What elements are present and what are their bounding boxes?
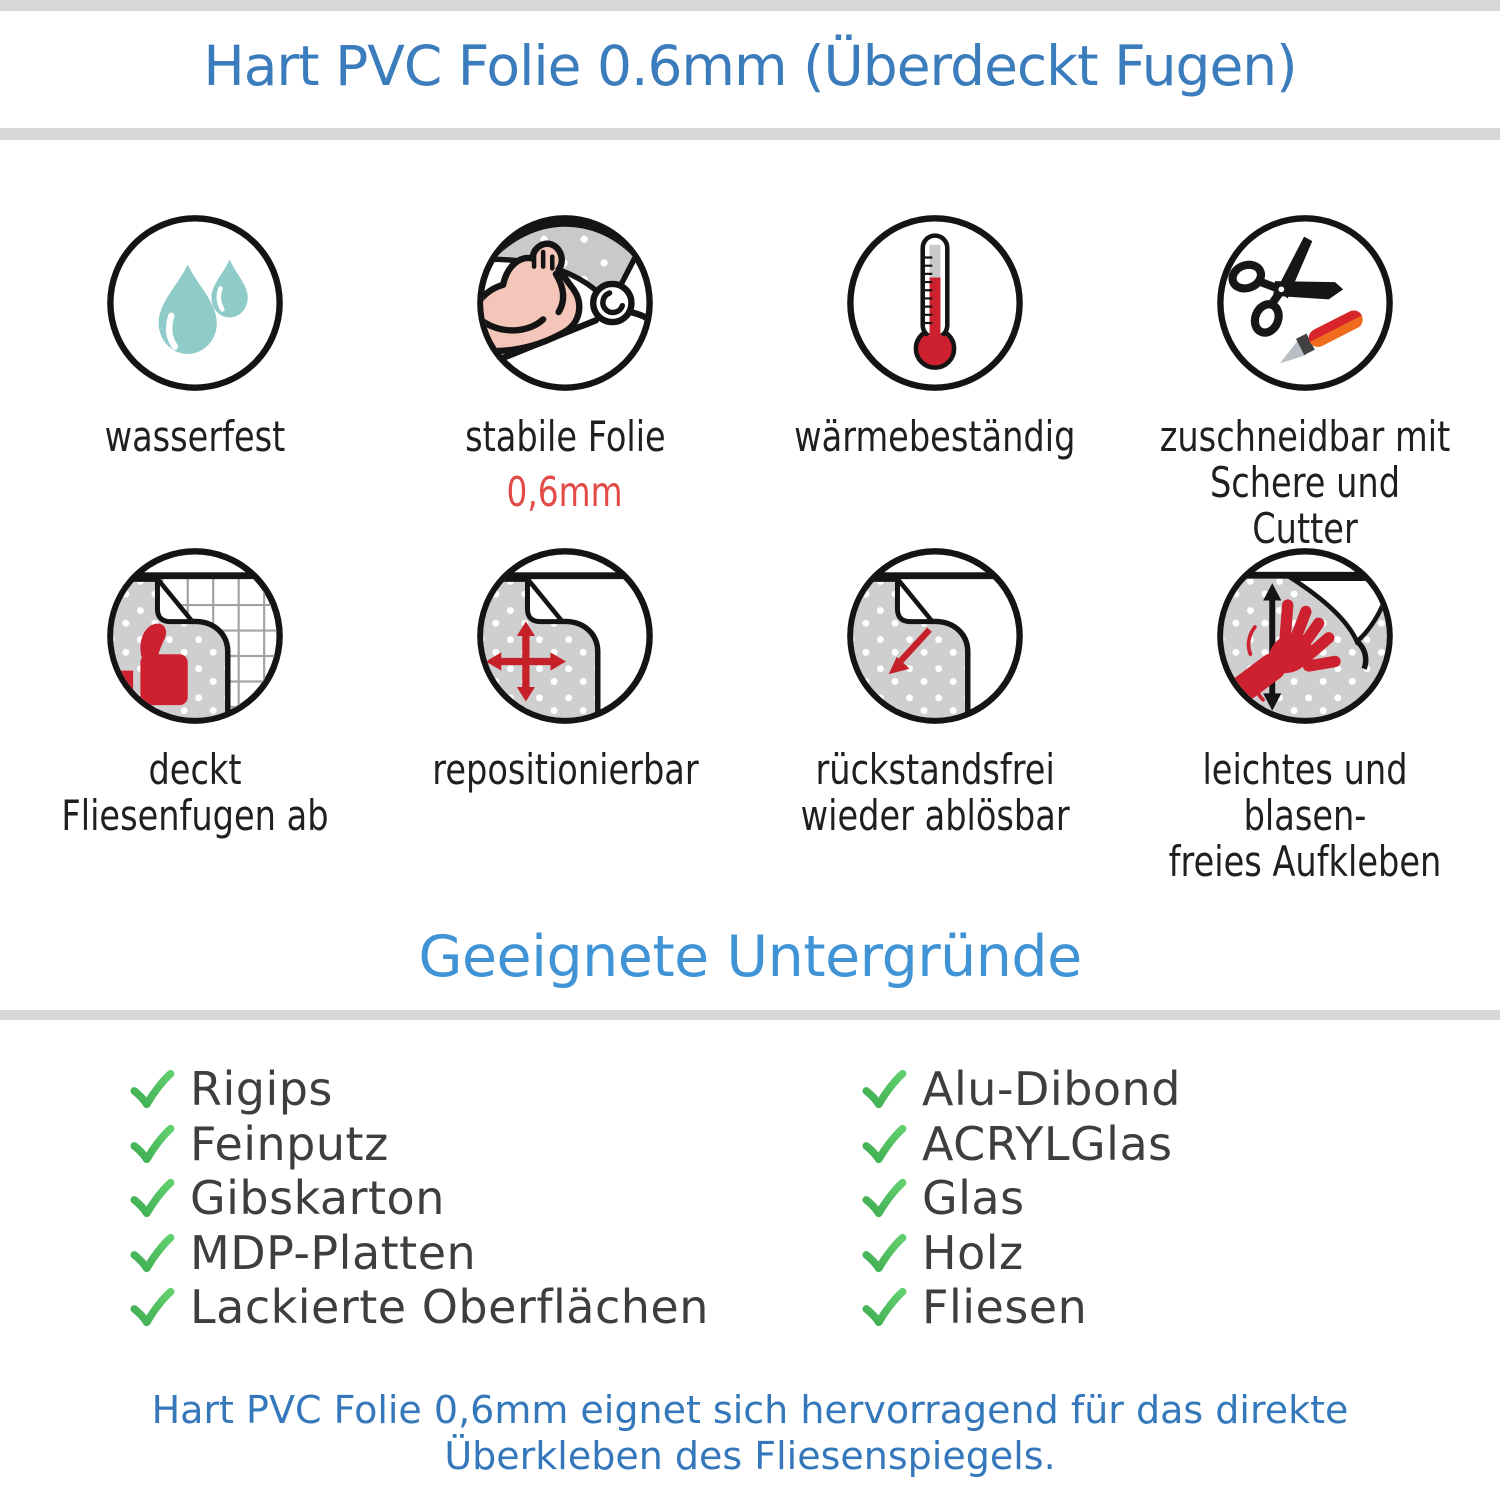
footer-note: Hart PVC Folie 0,6mm eignet sich hervorr… xyxy=(0,1387,1500,1479)
list-item: Glas xyxy=(860,1171,1181,1226)
feature-wasserfest: wasserfest xyxy=(82,212,308,552)
list-item: Holz xyxy=(860,1226,1181,1281)
page-title: Hart PVC Folie 0.6mm (Überdeckt Fugen) xyxy=(203,34,1297,98)
check-icon xyxy=(862,1070,907,1109)
substrate-list-right: Alu-Dibond ACRYLGlas Glas Holz Fliesen xyxy=(860,1062,1181,1335)
feature-caption: repositionierbar xyxy=(431,745,699,794)
list-item: Rigips xyxy=(128,1062,709,1117)
check-icon xyxy=(130,1070,175,1109)
check-icon xyxy=(130,1124,175,1163)
divider-bar-section xyxy=(0,1010,1500,1020)
check-icon xyxy=(862,1233,907,1272)
feature-caption: leichtes und blasen- freies Aufkleben xyxy=(1168,745,1442,886)
hand-smoothing-icon xyxy=(1214,545,1396,727)
feature-row-1: wasserfest xyxy=(10,212,1490,552)
feature-zuschneidbar: zuschneidbar mit Schere und Cutter xyxy=(1120,212,1490,552)
feature-caption: wärmebeständig xyxy=(794,412,1076,461)
peel-off-arrow-icon xyxy=(844,545,1026,727)
substrate-list-left: Rigips Feinputz Gibskarton MDP-Platten L… xyxy=(128,1062,709,1335)
feature-caption: stabile Folie xyxy=(464,412,666,461)
check-icon xyxy=(862,1288,907,1327)
divider-bar-top xyxy=(0,0,1500,11)
list-item: Feinputz xyxy=(128,1117,709,1172)
feature-repositionierbar: repositionierbar xyxy=(399,545,732,885)
feature-caption: wasserfest xyxy=(104,412,286,461)
list-item: Lackierte Oberflächen xyxy=(128,1280,709,1335)
check-icon xyxy=(130,1179,175,1218)
feature-row-2: deckt Fliesenfugen ab xyxy=(10,545,1490,885)
check-icon xyxy=(130,1288,175,1327)
feature-caption: zuschneidbar mit Schere und Cutter xyxy=(1159,412,1451,553)
feature-caption: rückstandsfrei wieder ablösbar xyxy=(800,745,1070,840)
scissors-cutter-icon xyxy=(1214,212,1396,394)
list-item: Fliesen xyxy=(860,1280,1181,1335)
thickness-note: 0,6mm xyxy=(506,468,624,516)
list-item: MDP-Platten xyxy=(128,1226,709,1281)
section-title: Geeignete Untergründe xyxy=(418,924,1082,990)
footer-line-1: Hart PVC Folie 0,6mm eignet sich hervorr… xyxy=(151,1388,1349,1432)
move-arrows-icon xyxy=(474,545,656,727)
list-item: Alu-Dibond xyxy=(860,1062,1181,1117)
thermometer-icon xyxy=(844,212,1026,394)
feature-stabile-folie: stabile Folie 0,6mm xyxy=(440,212,691,552)
feature-waermebestaendig: wärmebeständig xyxy=(759,212,1111,552)
divider-bar-under-title xyxy=(0,128,1500,140)
list-item: ACRYLGlas xyxy=(860,1117,1181,1172)
list-item: Gibskarton xyxy=(128,1171,709,1226)
check-icon xyxy=(862,1179,907,1218)
feature-deckt-fliesenfugen: deckt Fliesenfugen ab xyxy=(10,545,380,885)
check-icon xyxy=(862,1124,907,1163)
footer-line-2: Überkleben des Fliesenspiegels. xyxy=(444,1434,1056,1478)
check-icon xyxy=(130,1233,175,1272)
water-drops-icon xyxy=(104,212,286,394)
feature-caption: deckt Fliesenfugen ab xyxy=(61,745,329,840)
muscle-foil-icon xyxy=(474,212,656,394)
tile-thumbs-up-icon xyxy=(104,545,286,727)
feature-rueckstandsfrei: rückstandsfrei wieder ablösbar xyxy=(767,545,1103,885)
feature-leichtes-aufkleben: leichtes und blasen- freies Aufkleben xyxy=(1120,545,1490,885)
